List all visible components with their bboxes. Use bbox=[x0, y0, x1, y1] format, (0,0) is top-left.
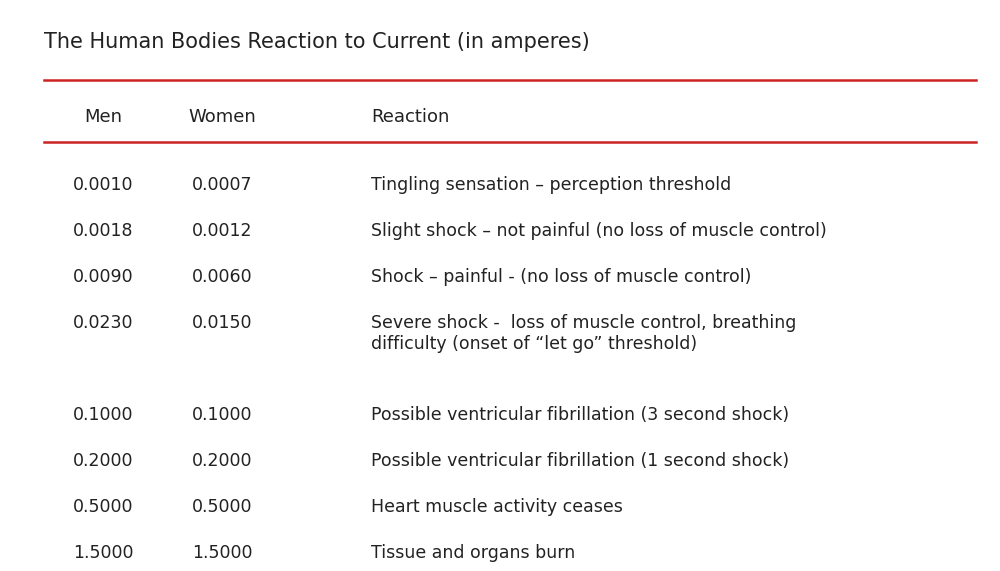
Text: Slight shock – not painful (no loss of muscle control): Slight shock – not painful (no loss of m… bbox=[371, 222, 827, 240]
Text: Women: Women bbox=[188, 107, 256, 126]
Text: 0.5000: 0.5000 bbox=[192, 498, 253, 516]
Text: 0.0230: 0.0230 bbox=[73, 313, 134, 332]
Text: Tissue and organs burn: Tissue and organs burn bbox=[371, 544, 575, 562]
Text: Heart muscle activity ceases: Heart muscle activity ceases bbox=[371, 498, 623, 516]
Text: 0.0060: 0.0060 bbox=[192, 268, 253, 286]
Text: 0.0150: 0.0150 bbox=[192, 313, 253, 332]
Text: 1.5000: 1.5000 bbox=[73, 544, 134, 562]
Text: Men: Men bbox=[84, 107, 122, 126]
Text: 1.5000: 1.5000 bbox=[192, 544, 253, 562]
Text: 0.0010: 0.0010 bbox=[73, 175, 134, 194]
Text: Shock – painful - (no loss of muscle control): Shock – painful - (no loss of muscle con… bbox=[371, 268, 751, 286]
Text: Possible ventricular fibrillation (3 second shock): Possible ventricular fibrillation (3 sec… bbox=[371, 406, 789, 424]
Text: Tingling sensation – perception threshold: Tingling sensation – perception threshol… bbox=[371, 175, 731, 194]
Text: 0.1000: 0.1000 bbox=[192, 406, 253, 424]
Text: 0.5000: 0.5000 bbox=[73, 498, 134, 516]
Text: Severe shock -  loss of muscle control, breathing
difficulty (onset of “let go” : Severe shock - loss of muscle control, b… bbox=[371, 313, 796, 352]
Text: 0.2000: 0.2000 bbox=[192, 452, 253, 470]
Text: 0.0012: 0.0012 bbox=[192, 222, 253, 240]
Text: Reaction: Reaction bbox=[371, 107, 449, 126]
Text: The Human Bodies Reaction to Current (in amperes): The Human Bodies Reaction to Current (in… bbox=[44, 32, 590, 53]
Text: 0.0007: 0.0007 bbox=[192, 175, 253, 194]
Text: Possible ventricular fibrillation (1 second shock): Possible ventricular fibrillation (1 sec… bbox=[371, 452, 789, 470]
Text: 0.0018: 0.0018 bbox=[73, 222, 134, 240]
Text: 0.1000: 0.1000 bbox=[73, 406, 134, 424]
Text: 0.2000: 0.2000 bbox=[73, 452, 134, 470]
Text: 0.0090: 0.0090 bbox=[73, 268, 134, 286]
